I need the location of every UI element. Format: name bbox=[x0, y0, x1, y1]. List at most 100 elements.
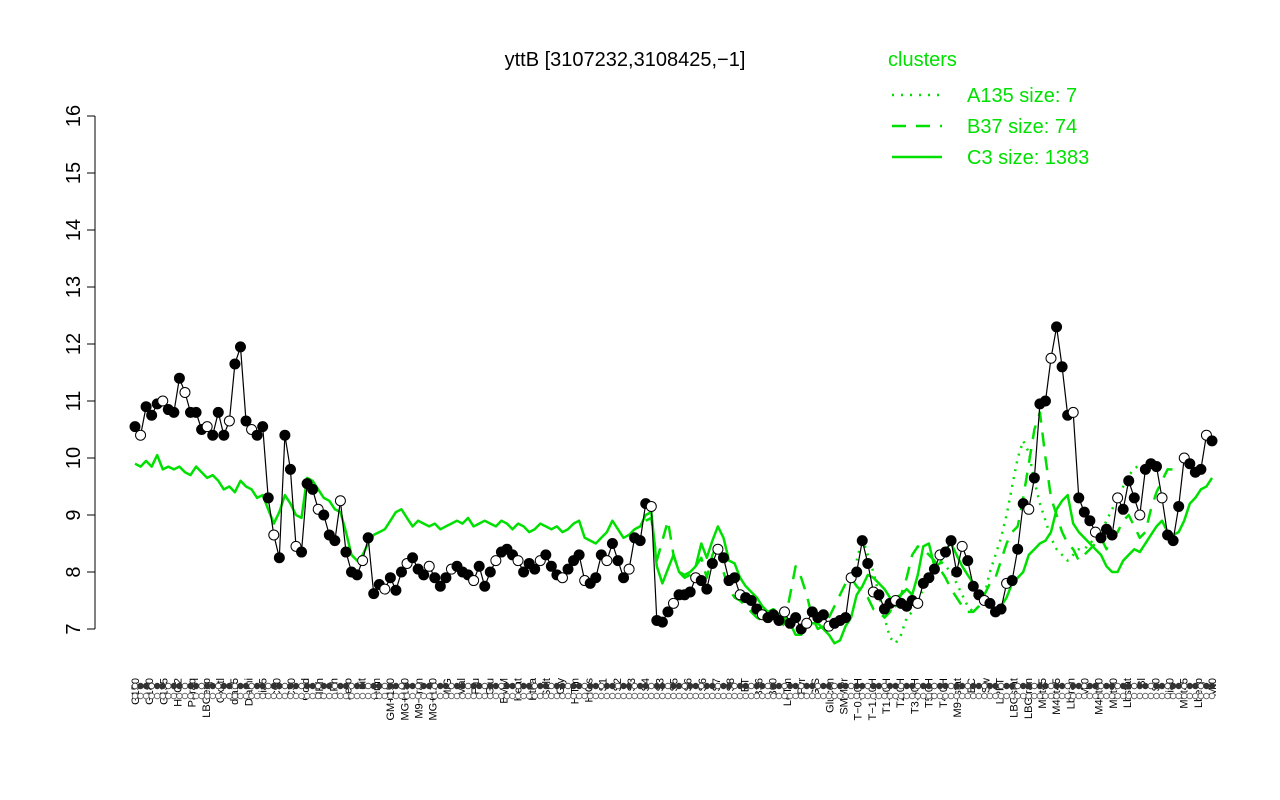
x-rug-mark bbox=[137, 682, 144, 690]
x-rug-mark bbox=[215, 682, 222, 690]
x-rug-mark-secondary bbox=[875, 692, 883, 700]
x-rug-mark bbox=[792, 682, 799, 690]
x-rug-mark-secondary bbox=[292, 692, 300, 700]
x-rug-mark bbox=[1081, 682, 1088, 690]
x-rug-mark-secondary bbox=[981, 692, 988, 700]
data-point bbox=[851, 566, 863, 578]
x-tick-label: LoTm bbox=[782, 678, 794, 706]
x-rug-mark bbox=[886, 682, 894, 690]
x-rug-mark bbox=[1064, 682, 1071, 690]
x-rug-mark bbox=[414, 682, 422, 690]
x-rug-mark-secondary bbox=[642, 692, 649, 700]
x-rug-mark bbox=[842, 682, 849, 690]
x-rug-mark bbox=[1025, 682, 1032, 690]
x-rug-mark-secondary bbox=[1075, 692, 1082, 700]
x-rug-mark bbox=[775, 682, 783, 690]
data-point bbox=[862, 557, 874, 569]
x-rug-mark bbox=[947, 682, 955, 690]
x-rug-mark bbox=[459, 682, 466, 690]
x-rug-mark-secondary bbox=[381, 692, 389, 700]
x-rug-mark-secondary bbox=[181, 692, 189, 700]
x-rug-mark bbox=[692, 682, 699, 690]
x-rug-mark bbox=[620, 682, 627, 690]
data-point bbox=[479, 580, 491, 592]
x-rug-mark-secondary bbox=[276, 692, 283, 700]
x-rug-mark bbox=[187, 682, 194, 690]
x-rug-mark-secondary bbox=[270, 692, 277, 700]
x-rug-mark bbox=[359, 682, 366, 690]
x-rug-mark-secondary bbox=[575, 692, 583, 700]
data-point bbox=[729, 572, 741, 584]
data-point bbox=[168, 406, 180, 418]
x-rug-mark bbox=[725, 682, 733, 690]
x-rug-mark bbox=[442, 682, 450, 690]
x-rug-mark-secondary bbox=[154, 692, 161, 700]
x-rug-mark-secondary bbox=[320, 692, 327, 700]
x-rug-mark-secondary bbox=[231, 692, 239, 700]
data-point bbox=[612, 555, 624, 567]
x-rug-mark bbox=[1031, 682, 1038, 690]
x-rug-mark-secondary bbox=[925, 692, 933, 700]
x-rug-mark-secondary bbox=[248, 692, 255, 700]
data-point bbox=[1078, 506, 1090, 518]
x-rug-mark bbox=[1203, 682, 1210, 690]
x-rug-mark bbox=[892, 682, 899, 690]
data-point bbox=[179, 386, 191, 398]
data-point bbox=[223, 415, 235, 427]
x-rug-mark bbox=[348, 682, 355, 690]
data-point bbox=[157, 395, 169, 407]
x-rug-mark bbox=[131, 682, 139, 690]
x-rug-mark-secondary bbox=[537, 692, 544, 700]
x-rug-mark bbox=[970, 682, 977, 690]
x-rug-mark-secondary bbox=[364, 692, 372, 700]
data-point bbox=[512, 555, 524, 567]
x-rug-mark-secondary bbox=[520, 692, 527, 700]
data-point bbox=[873, 589, 885, 601]
x-rug-mark-secondary bbox=[775, 692, 783, 700]
x-rug-mark-secondary bbox=[581, 692, 588, 700]
x-rug-mark-secondary bbox=[1114, 692, 1121, 700]
x-rug-mark-secondary bbox=[786, 692, 794, 700]
data-point bbox=[201, 421, 213, 433]
x-rug-mark-secondary bbox=[198, 692, 205, 700]
legend-label-c3: C3 size: 1383 bbox=[967, 147, 1089, 169]
x-rug-mark-secondary bbox=[215, 692, 222, 700]
x-rug-mark-secondary bbox=[370, 692, 377, 700]
x-rug-mark-secondary bbox=[398, 692, 405, 700]
legend-label-b37: B37 size: 74 bbox=[967, 116, 1077, 138]
x-rug-mark-secondary bbox=[881, 692, 888, 700]
x-rug-mark bbox=[514, 682, 522, 690]
x-rug-mark bbox=[770, 682, 777, 690]
data-point bbox=[967, 580, 979, 592]
x-rug-mark-secondary bbox=[587, 692, 594, 700]
x-rug-mark bbox=[986, 682, 994, 690]
x-rug-mark bbox=[709, 682, 716, 690]
x-tick-label: G150 bbox=[130, 678, 142, 705]
x-rug-mark-secondary bbox=[1014, 692, 1021, 700]
x-rug-mark bbox=[742, 682, 749, 690]
data-point bbox=[717, 552, 729, 564]
x-rug-mark-secondary bbox=[803, 692, 810, 700]
x-rug-mark-secondary bbox=[337, 692, 344, 700]
x-rug-mark bbox=[598, 682, 605, 690]
x-rug-mark-secondary bbox=[420, 692, 427, 700]
x-rug-mark bbox=[953, 682, 960, 690]
data-point bbox=[1195, 463, 1207, 475]
data-point bbox=[334, 495, 346, 507]
x-rug-mark-secondary bbox=[892, 692, 899, 700]
x-rug-mark-secondary bbox=[970, 692, 977, 700]
x-rug-mark bbox=[642, 682, 649, 690]
data-point bbox=[684, 586, 696, 598]
y-tick-label: 7 bbox=[63, 623, 85, 634]
data-point bbox=[357, 555, 369, 567]
x-rug-mark-secondary bbox=[437, 692, 444, 700]
x-rug-mark bbox=[748, 682, 755, 690]
data-point bbox=[262, 492, 274, 504]
data-point bbox=[745, 595, 757, 606]
x-rug-mark-secondary bbox=[609, 692, 616, 700]
data-point bbox=[273, 552, 285, 564]
x-rug-mark-secondary bbox=[664, 692, 672, 700]
x-rug-mark bbox=[675, 682, 683, 690]
x-rug-mark-secondary bbox=[942, 692, 949, 700]
data-point bbox=[1123, 475, 1135, 487]
